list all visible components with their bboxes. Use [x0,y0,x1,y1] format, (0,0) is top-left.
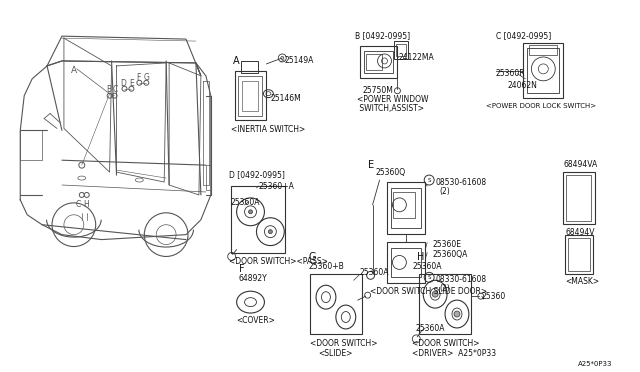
Text: A: A [71,66,77,75]
Bar [527,48,559,93]
Bar [524,43,563,98]
Bar [365,54,381,70]
Bar [566,175,591,221]
Text: <SLIDE>: <SLIDE> [318,349,353,358]
Text: <MASK>: <MASK> [565,277,599,286]
Text: (2): (2) [439,284,450,293]
Text: 25360R: 25360R [495,69,525,78]
Text: 08330-61608: 08330-61608 [435,275,486,284]
Text: 25360E: 25360E [432,240,461,248]
Text: G: G [308,253,316,263]
Text: 25750M: 25750M [363,86,394,95]
Text: 25360+B: 25360+B [308,262,344,272]
Bar [230,186,285,253]
Text: 25360+A: 25360+A [259,182,294,191]
Bar [364,51,394,73]
Bar [20,131,42,160]
Text: A: A [233,56,239,66]
Text: <DOOR SWITCH>: <DOOR SWITCH> [310,339,378,348]
Text: B: B [106,85,111,94]
Text: (2): (2) [439,187,450,196]
Bar [396,44,406,56]
Text: C: C [113,85,118,94]
Text: <INERTIA SWITCH>: <INERTIA SWITCH> [230,125,305,134]
Bar [241,81,259,110]
Circle shape [432,291,438,297]
Text: <COVER>: <COVER> [237,316,275,325]
Text: 24062N: 24062N [508,81,538,90]
Text: <DRIVER>  A25*0P33: <DRIVER> A25*0P33 [412,349,497,358]
Bar [235,71,266,121]
Text: D: D [120,79,127,88]
Text: D [0492-0995]: D [0492-0995] [228,170,285,179]
Circle shape [268,230,273,234]
Text: A25*0P33: A25*0P33 [578,361,612,367]
Text: G: G [143,73,149,82]
Bar [529,45,557,55]
Circle shape [248,210,253,214]
Bar [206,165,211,190]
Bar [387,241,425,283]
Text: 24122MA: 24122MA [399,53,434,62]
Text: H: H [83,200,88,209]
Text: 25360A: 25360A [415,324,445,333]
Text: F: F [136,73,141,82]
Text: 25149A: 25149A [284,56,314,65]
Text: C: C [75,200,81,209]
Text: E: E [367,160,374,170]
Text: <DOOR SWITCH>: <DOOR SWITCH> [412,339,480,348]
Text: 25360A: 25360A [360,268,389,278]
Text: 25360: 25360 [482,292,506,301]
Bar [310,274,362,334]
Text: C [0492-0995]: C [0492-0995] [495,31,551,40]
Text: <DOOR SWITCH><PASS>: <DOOR SWITCH><PASS> [228,257,328,266]
Bar [394,41,408,59]
Text: 68494V: 68494V [565,228,595,237]
Text: SWITCH,ASSIST>: SWITCH,ASSIST> [356,104,424,113]
Circle shape [454,311,460,317]
Text: B [0492-0995]: B [0492-0995] [355,31,410,40]
Text: F: F [239,264,244,275]
Bar [419,274,471,334]
Text: 08530-61608: 08530-61608 [435,178,486,187]
Text: H: H [417,253,425,263]
Bar [387,182,425,234]
Text: <DOOR SWITCH SLIDE DOOR>: <DOOR SWITCH SLIDE DOOR> [370,287,487,296]
Text: S: S [428,275,431,280]
Bar [565,235,593,274]
Bar [392,188,421,228]
Bar [568,238,590,271]
Bar [394,192,415,218]
Bar [563,172,595,224]
Bar [237,76,262,116]
Bar [241,61,259,73]
Text: 68494VA: 68494VA [563,160,597,169]
Text: 25360A: 25360A [230,198,260,207]
Bar [360,46,397,78]
Text: <POWER DOOR LOCK SWITCH>: <POWER DOOR LOCK SWITCH> [486,103,596,109]
Text: 25360A: 25360A [412,262,442,272]
Text: 25360Q: 25360Q [376,168,406,177]
Text: 25146M: 25146M [270,94,301,103]
Text: E: E [129,79,134,88]
Text: 25360QA: 25360QA [432,250,468,259]
Text: S: S [428,177,431,183]
Bar [392,247,421,277]
Text: 64892Y: 64892Y [239,274,268,283]
Text: <POWER WINDOW: <POWER WINDOW [356,95,428,104]
